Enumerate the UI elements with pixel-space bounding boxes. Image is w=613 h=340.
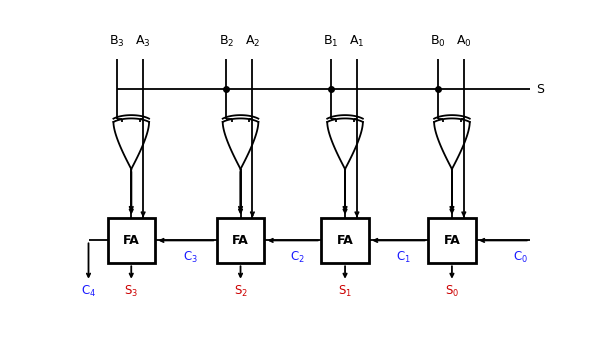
Text: A$_0$: A$_0$ (456, 34, 471, 49)
Text: A$_1$: A$_1$ (349, 34, 365, 49)
Text: FA: FA (123, 234, 140, 247)
Text: S: S (536, 83, 544, 96)
Text: A$_3$: A$_3$ (135, 34, 151, 49)
Bar (321, 218, 369, 263)
Text: C$_1$: C$_1$ (396, 250, 411, 265)
Text: FA: FA (232, 234, 249, 247)
Text: C$_4$: C$_4$ (81, 284, 96, 300)
Text: C$_0$: C$_0$ (513, 250, 528, 265)
Bar (107, 218, 155, 263)
Text: S$_0$: S$_0$ (445, 284, 459, 300)
Text: B$_1$: B$_1$ (323, 34, 338, 49)
Text: B$_3$: B$_3$ (109, 34, 125, 49)
Text: S$_2$: S$_2$ (234, 284, 248, 300)
Text: S$_3$: S$_3$ (124, 284, 139, 300)
Text: A$_2$: A$_2$ (245, 34, 260, 49)
Text: B$_2$: B$_2$ (219, 34, 234, 49)
Text: C$_3$: C$_3$ (183, 250, 198, 265)
Text: S$_1$: S$_1$ (338, 284, 352, 300)
Text: FA: FA (444, 234, 460, 247)
Text: B$_0$: B$_0$ (430, 34, 446, 49)
Text: C$_2$: C$_2$ (290, 250, 305, 265)
Bar (428, 218, 476, 263)
Text: FA: FA (337, 234, 354, 247)
Bar (217, 218, 264, 263)
